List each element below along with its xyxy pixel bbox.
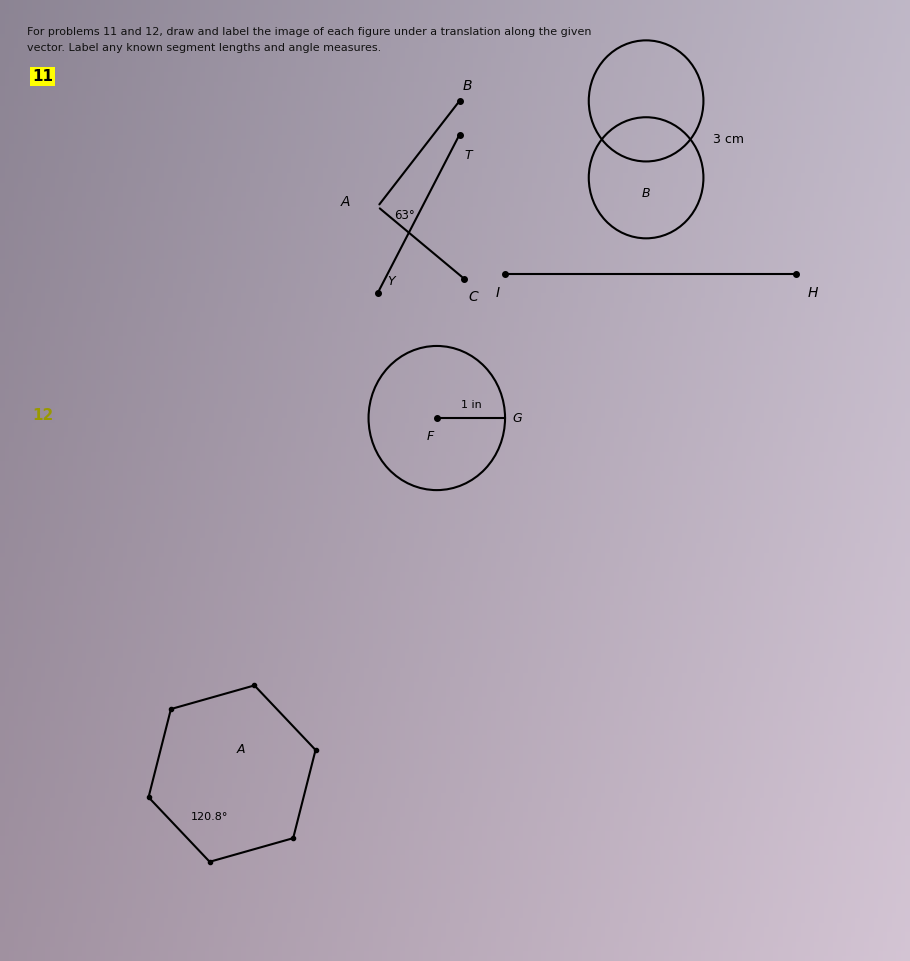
Text: I: I <box>496 286 500 301</box>
Text: H: H <box>807 286 817 301</box>
Text: A: A <box>237 743 246 756</box>
Text: vector. Label any known segment lengths and angle measures.: vector. Label any known segment lengths … <box>27 43 381 53</box>
Text: A: A <box>341 195 350 209</box>
Text: F: F <box>427 430 434 443</box>
Text: G: G <box>512 411 522 425</box>
Text: Y: Y <box>387 275 394 288</box>
Text: 3 cm: 3 cm <box>713 133 743 146</box>
Text: B: B <box>462 79 471 93</box>
Text: 11: 11 <box>32 69 53 85</box>
Text: T: T <box>464 149 471 162</box>
Text: 63°: 63° <box>394 209 415 223</box>
Text: 1 in: 1 in <box>460 401 481 410</box>
Text: 12: 12 <box>32 408 53 424</box>
Text: C: C <box>469 290 479 305</box>
Text: B: B <box>642 187 651 201</box>
Text: For problems 11 and 12, draw and label the image of each figure under a translat: For problems 11 and 12, draw and label t… <box>27 27 592 37</box>
Text: 120.8°: 120.8° <box>191 812 228 822</box>
